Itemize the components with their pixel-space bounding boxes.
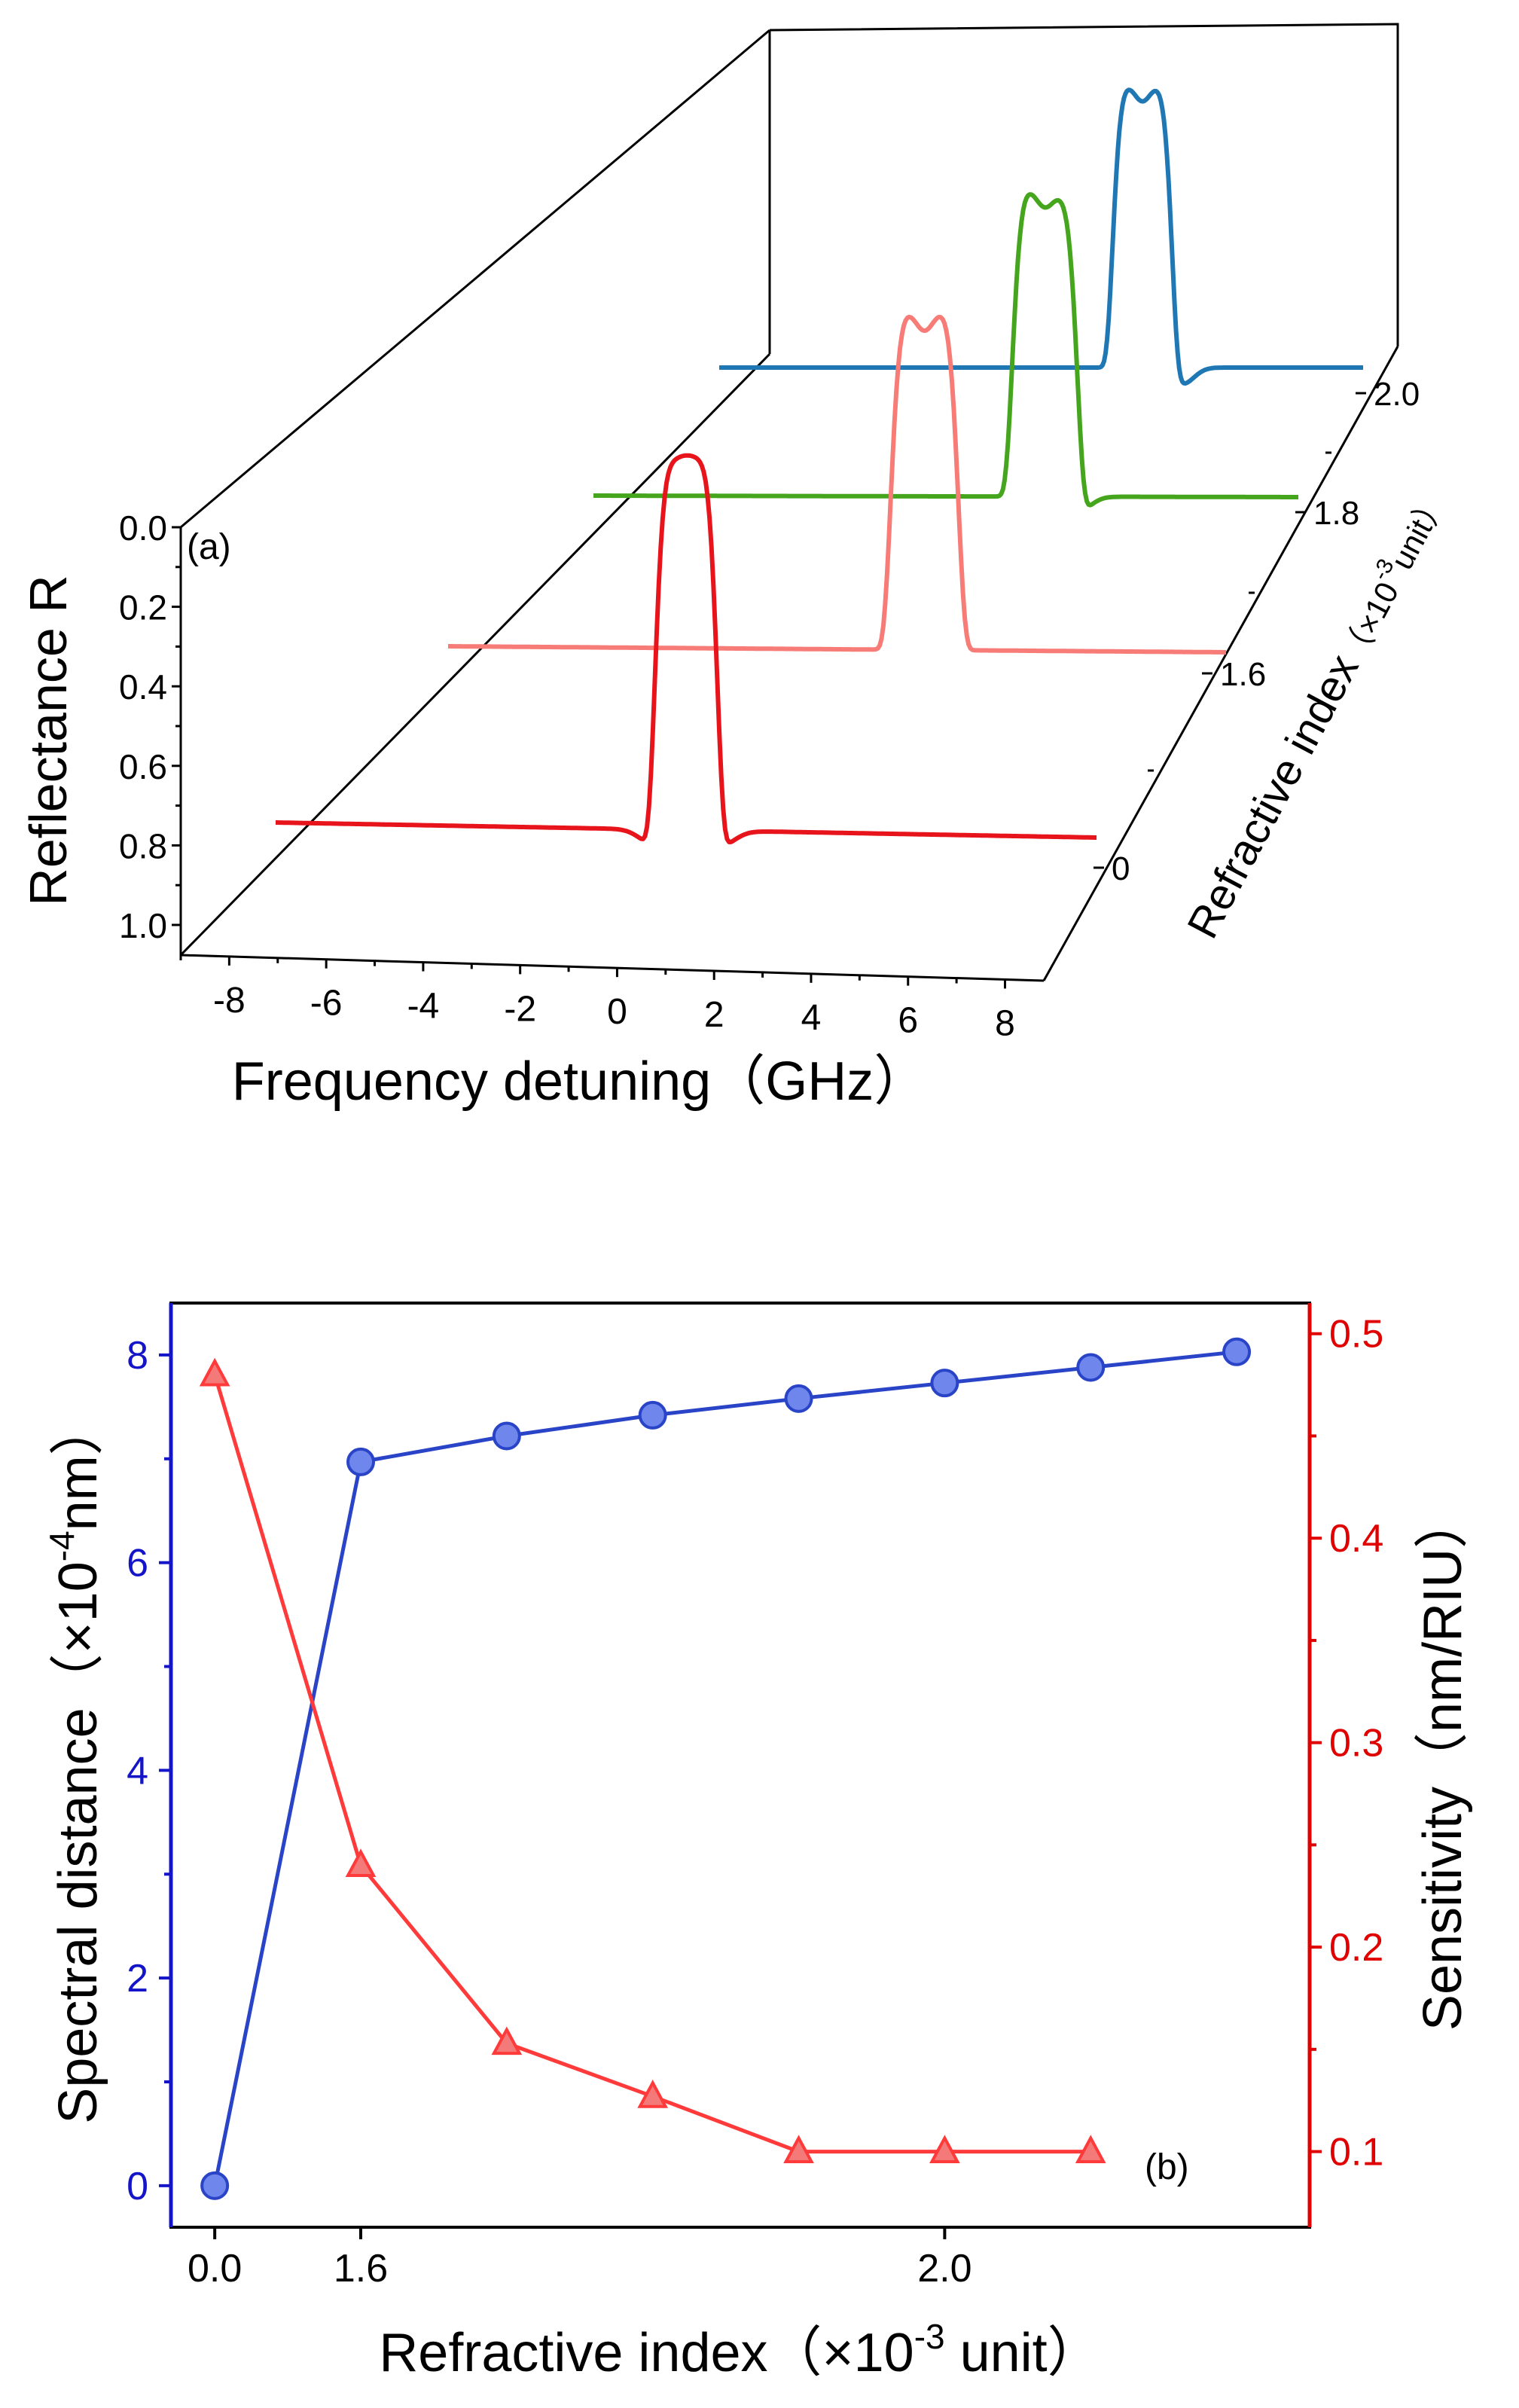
panel-b-x-ticks: 0.0 1.6 2.0 — [188, 2227, 972, 2290]
panel-a-z-tick-label: 1.6 — [1220, 656, 1266, 693]
panel-b-point-spectral-distance — [346, 1447, 375, 1476]
panel-a-y-tick-label: 0.0 — [119, 508, 167, 548]
panel-a-floor-left-edge — [179, 353, 771, 957]
panel-a-z-tick-label: 1.8 — [1313, 495, 1359, 532]
panel-a-x-tick-label: 4 — [801, 998, 822, 1038]
panel-a-bottom-perspective-edge — [1042, 346, 1399, 981]
panel-a-z-tick-label: 0 — [1112, 850, 1130, 887]
panel-b-point-sensitivity — [929, 2135, 960, 2164]
panel-b-point-sensitivity — [199, 1357, 230, 1387]
panel-b-right-tick-label: 0.4 — [1329, 1517, 1383, 1561]
panel-a-back-frame — [769, 23, 1399, 346]
panel-b-series — [199, 1337, 1252, 2200]
panel-b-left-tick-label: 2 — [127, 1957, 148, 2001]
panel-b-point-spectral-distance — [1222, 1337, 1252, 1366]
panel-b-point-spectral-distance — [930, 1369, 959, 1398]
panel-a-x-tick-label: -4 — [407, 987, 440, 1027]
panel-a-curve-2-0 — [718, 87, 1364, 386]
panel-b-point-spectral-distance — [1076, 1353, 1106, 1382]
panel-b-point-sensitivity — [637, 2080, 669, 2108]
panel-a-x-tick-label: 6 — [898, 1001, 918, 1041]
panel-b-point-sensitivity — [491, 2026, 523, 2055]
panel-b-right-tick-label: 0.2 — [1329, 1926, 1383, 1970]
panel-a-x-tick-label: 8 — [995, 1003, 1015, 1043]
panel-b-point-spectral-distance — [784, 1384, 813, 1413]
panel-a-x-ticks: -8 -6 -4 -2 0 2 4 6 8 — [179, 955, 1015, 1043]
panel-b-point-sensitivity — [783, 2135, 814, 2164]
panel-a-z-label-unit: （×10 — [1334, 576, 1406, 668]
panel-a-x-tick-label: 0 — [607, 992, 627, 1032]
panel-a-curves — [275, 87, 1364, 844]
panel-a-x-axis-line — [180, 954, 1045, 982]
panel-a-top-perspective-edge — [180, 29, 770, 529]
panel-b-x-label-exp: -3 — [914, 2317, 945, 2356]
panel-b-line-spectral-distance — [212, 1350, 1237, 2187]
panel-a-x-tick-label: -2 — [504, 989, 536, 1029]
panel-b-x-label-main: Refractive index（×10 — [379, 2323, 914, 2383]
panel-b-point-spectral-distance — [638, 1400, 667, 1430]
panel-a-x-tick-label: 2 — [704, 995, 724, 1035]
panel-b-right-tick-label: 0.5 — [1329, 1313, 1383, 1357]
panel-a-x-tick-label: -6 — [310, 984, 343, 1024]
panel-a-z-label-tail: unit） — [1383, 486, 1453, 575]
panel-b-left-tick-label: 0 — [127, 2165, 148, 2208]
panel-b-left-tick-label: 4 — [127, 1749, 148, 1793]
panel-b-x-tick-label: 2.0 — [917, 2247, 971, 2290]
panel-a-z-tick-label: 2.0 — [1374, 376, 1420, 413]
panel-a: 0.0 0.2 0.4 0.6 0.8 1.0 -8 -6 -4 -2 0 2 4 6 8 0 1.6 1.8… — [19, 23, 1456, 1112]
panel-a-x-tick-label: -8 — [213, 981, 246, 1021]
panel-b-line-sensitivity — [212, 1374, 1091, 2154]
panel-b-x-tick-label: 1.6 — [334, 2247, 388, 2290]
panel-a-z-ticks: 0 1.6 1.8 2.0 — [1093, 376, 1420, 887]
panel-a-y-tick-label: 1.0 — [119, 906, 167, 945]
panel-b-left-tick-label: 6 — [127, 1542, 148, 1585]
panel-b-right-tick-label: 0.3 — [1329, 1722, 1383, 1766]
panel-b: 0 2 4 6 8 0.1 0.2 0.3 0.4 0.5 0.0 1.6 2.0 (b) Spec… — [42, 1302, 1473, 2383]
panel-a-label: (a) — [187, 527, 231, 567]
panel-a-y-tick-label: 0.2 — [119, 588, 167, 627]
panel-b-label: (b) — [1145, 2147, 1189, 2187]
panel-a-x-axis-label: Frequency detuning（GHz） — [232, 1051, 928, 1112]
panel-a-y-tick-label: 0.4 — [119, 667, 167, 707]
panel-b-right-ticks: 0.1 0.2 0.3 0.4 0.5 — [1310, 1313, 1383, 2175]
panel-b-right-axis-label: Sensitivity（nm/RIU） — [1413, 1494, 1473, 2031]
panel-b-x-axis-label: Refractive index（×10-3 unit） — [379, 2317, 1101, 2383]
panel-a-curve-0 — [275, 453, 1097, 844]
panel-b-point-sensitivity — [345, 1848, 377, 1878]
panel-b-right-tick-label: 0.1 — [1329, 2131, 1383, 2175]
panel-b-left-axis-label: Spectral distance（×10-4nm） — [42, 1401, 108, 2123]
panel-b-plot-frame — [169, 1302, 1311, 2229]
panel-a-y-tick-label: 0.8 — [119, 826, 167, 865]
panel-b-left-ticks: 0 2 4 6 8 — [127, 1334, 171, 2208]
panel-a-z-axis-label: Refractive index（×10-3unit） — [1178, 481, 1456, 946]
panel-b-x-label-tail: unit） — [945, 2323, 1102, 2383]
panel-b-point-spectral-distance — [200, 2171, 230, 2200]
panel-b-left-label-tail: nm） — [48, 1401, 108, 1531]
panel-b-left-tick-label: 8 — [127, 1334, 148, 1378]
panel-a-y-tick-label: 0.6 — [119, 747, 167, 786]
panel-b-x-tick-label: 0.0 — [188, 2247, 242, 2290]
panel-a-y-ticks: 0.0 0.2 0.4 0.6 0.8 1.0 — [119, 508, 181, 945]
panel-b-left-label-main: Spectral distance（×10 — [48, 1561, 108, 2123]
panel-b-left-label-exp: -4 — [42, 1531, 81, 1561]
panel-a-curve-1-8 — [593, 192, 1299, 508]
panel-b-point-spectral-distance — [492, 1421, 521, 1451]
panel-b-point-sensitivity — [1075, 2135, 1106, 2164]
panel-a-y-axis-label: Reflectance R — [19, 575, 78, 906]
panel-a-curve-1-6 — [447, 314, 1227, 655]
